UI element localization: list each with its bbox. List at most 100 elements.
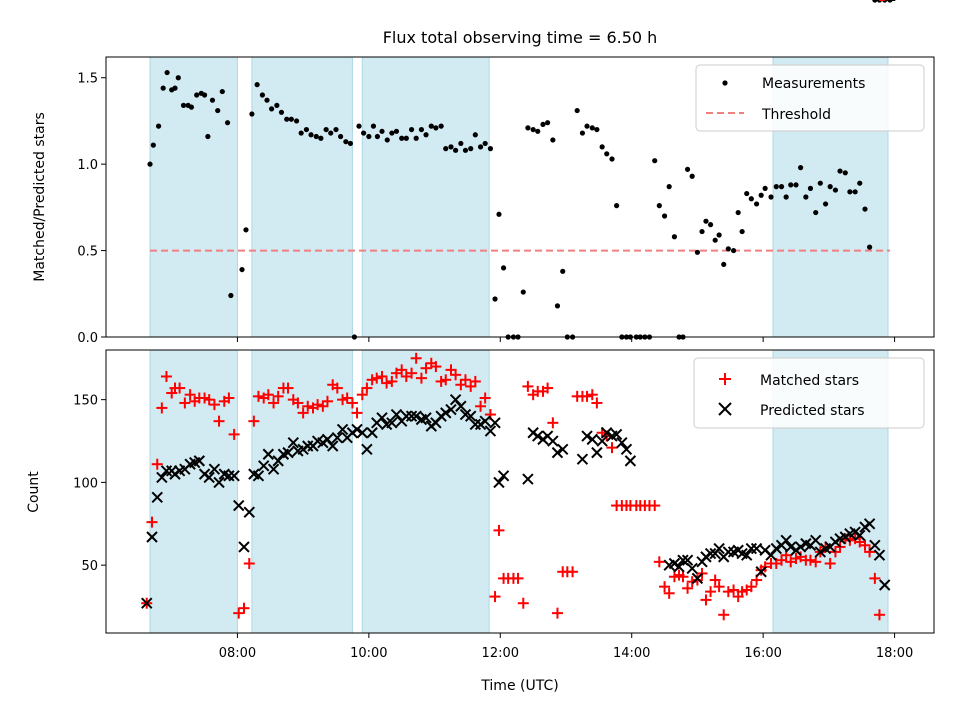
matched-star-point (663, 587, 675, 599)
measurement-point (303, 126, 310, 133)
matched-star-point (297, 407, 309, 419)
matched-star-point (677, 571, 689, 583)
measurement-point (735, 209, 741, 216)
matched-star-point (243, 557, 255, 569)
measurement-point (366, 133, 372, 140)
predicted-star-point (151, 491, 163, 503)
bottom-y-axis-label: Count (26, 471, 42, 513)
predicted-star-point (522, 473, 534, 485)
matched-star-point (649, 500, 661, 512)
predicted-star-point (879, 579, 891, 591)
matched-star-point (479, 392, 491, 404)
matched-star-point (682, 582, 694, 594)
matched-star-point (591, 397, 603, 409)
measurement-point (694, 249, 701, 255)
legend-measurements-marker (722, 80, 728, 86)
matched-star-point (381, 377, 393, 389)
matched-star-point (728, 584, 740, 596)
measurement-point (712, 237, 718, 243)
top-x-ticks (236, 337, 896, 342)
measurement-point (347, 140, 354, 147)
predicted-star-point (596, 435, 608, 447)
measurement-point (762, 185, 768, 191)
legend-predicted-label: Predicted stars (760, 403, 865, 419)
top-legend-box (695, 64, 925, 132)
matched-star-point (686, 576, 698, 588)
measurement-point (739, 228, 745, 235)
matched-star-point (228, 428, 240, 440)
measurement-point (428, 123, 434, 129)
measurement-point (293, 118, 300, 124)
measurement-point (748, 196, 754, 202)
predicted-star-point (551, 446, 564, 459)
matched-star-point (371, 372, 383, 384)
top-y-tick-label: 1.0 (77, 158, 98, 173)
predicted-star-point (258, 460, 270, 472)
measurement-point (188, 104, 195, 110)
predicted-star-point (810, 534, 822, 547)
matched-star-point (208, 399, 220, 411)
predicted-star-point (208, 463, 221, 475)
predicted-star-point (287, 436, 299, 449)
chart-title: Flux total observing time = 6.50 h (383, 28, 658, 47)
matched-star-point (459, 374, 471, 386)
predicted-star-point (620, 443, 633, 456)
matched-star-point (151, 458, 163, 470)
measurement-point (699, 228, 705, 235)
matched-star-point (312, 399, 324, 411)
predicted-star-point (238, 541, 250, 553)
predicted-star-point (770, 542, 782, 555)
predicted-star-point (610, 428, 623, 441)
predicted-star-point (557, 443, 569, 456)
matched-star-point (376, 370, 388, 382)
x-tick-label: 08:00 (219, 646, 256, 661)
matched-star-point (581, 390, 593, 402)
predicted-star-point (282, 446, 294, 459)
matched-star-point (430, 361, 442, 373)
top-y-tick-label: 0.0 (77, 331, 98, 346)
predicted-star-point (267, 463, 280, 475)
predicted-star-point (193, 455, 206, 467)
predicted-star-point (327, 440, 339, 452)
bottom-shaded-region-0 (149, 349, 238, 634)
predicted-star-point (755, 566, 767, 578)
matched-star-point (341, 392, 353, 404)
measurement-point (725, 246, 731, 252)
predicted-star-point (213, 476, 225, 489)
measurement-point (413, 135, 419, 141)
predicted-stars-points (141, 0, 895, 609)
predicted-star-point (376, 412, 388, 424)
predicted-star-point (873, 549, 886, 561)
measurement-point (370, 123, 377, 129)
measurement-point (150, 142, 156, 148)
matched-star-point (547, 417, 559, 429)
bottom-legend-box (693, 357, 925, 429)
measurement-point (589, 125, 595, 131)
measurement-point (550, 137, 556, 143)
bottom-shaded-region-2 (361, 349, 490, 634)
measurement-point (773, 184, 779, 190)
measurement-point (323, 126, 329, 133)
measurement-point (652, 158, 658, 164)
bottom-plot-frame (105, 349, 935, 634)
measurement-point (684, 166, 691, 172)
measurement-point (462, 147, 469, 153)
matched-star-point (346, 397, 358, 409)
predicted-star-point (146, 531, 158, 543)
predicted-star-point (386, 417, 398, 429)
measurement-point (356, 123, 362, 129)
measurement-point (209, 97, 216, 103)
measurement-point (520, 289, 526, 295)
predicted-star-point (252, 470, 265, 482)
matched-star-point (718, 609, 730, 621)
predicted-star-point (405, 410, 418, 422)
measurement-point (333, 126, 339, 133)
measurement-point (318, 135, 324, 141)
matched-star-point (691, 574, 703, 586)
bottom-y-tick-label: 100 (73, 476, 98, 491)
measurement-point (243, 227, 249, 233)
predicted-star-point (616, 436, 628, 449)
legend-measurements-label: Measurements (762, 76, 865, 92)
predicted-star-point (814, 546, 827, 558)
